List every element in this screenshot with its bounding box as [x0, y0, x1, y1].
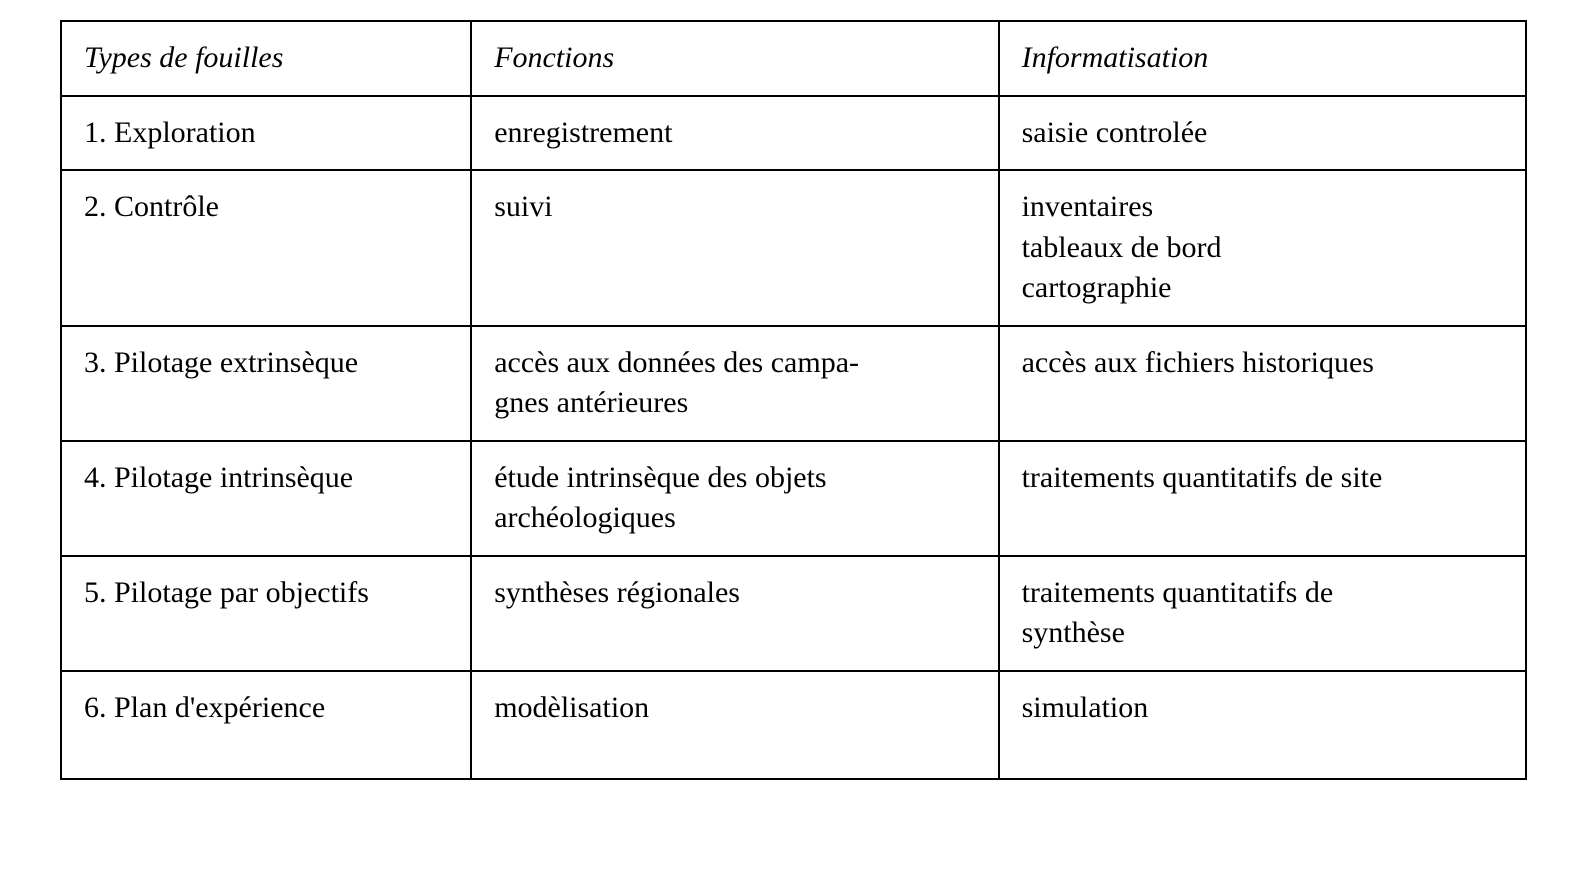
table-row: 5. Pilotage par objectifs synthèses régi…: [61, 556, 1526, 671]
header-fonctions: Fonctions: [471, 21, 998, 96]
cell-fonctions: étude intrinsèque des objets archéologiq…: [471, 441, 998, 556]
table-body: 1. Exploration enregistrement saisie con…: [61, 96, 1526, 780]
cell-types: 4. Pilotage intrinsèque: [61, 441, 471, 556]
cell-fonctions: modèlisation: [471, 671, 998, 780]
table-header: Types de fouilles Fonctions Informatisat…: [61, 21, 1526, 96]
cell-informatisation: simulation: [999, 671, 1526, 780]
cell-informatisation: saisie controlée: [999, 96, 1526, 171]
cell-fonctions: enregistrement: [471, 96, 998, 171]
header-informatisation: Informatisation: [999, 21, 1526, 96]
cell-informatisation: inventaires tableaux de bord cartographi…: [999, 170, 1526, 326]
header-row: Types de fouilles Fonctions Informatisat…: [61, 21, 1526, 96]
table-row: 3. Pilotage extrinsèque accès aux donnée…: [61, 326, 1526, 441]
cell-types: 6. Plan d'expérience: [61, 671, 471, 780]
cell-fonctions: accès aux données des campa- gnes antéri…: [471, 326, 998, 441]
cell-fonctions: synthèses régionales: [471, 556, 998, 671]
cell-fonctions: suivi: [471, 170, 998, 326]
cell-types: 5. Pilotage par objectifs: [61, 556, 471, 671]
table-row: 6. Plan d'expérience modèlisation simula…: [61, 671, 1526, 780]
fouilles-table: Types de fouilles Fonctions Informatisat…: [60, 20, 1527, 780]
cell-types: 2. Contrôle: [61, 170, 471, 326]
table-row: 1. Exploration enregistrement saisie con…: [61, 96, 1526, 171]
cell-types: 1. Exploration: [61, 96, 471, 171]
table-row: 4. Pilotage intrinsèque étude intrinsèqu…: [61, 441, 1526, 556]
cell-informatisation: accès aux fichiers historiques: [999, 326, 1526, 441]
table-wrapper: Types de fouilles Fonctions Informatisat…: [60, 20, 1527, 780]
header-types: Types de fouilles: [61, 21, 471, 96]
cell-types: 3. Pilotage extrinsèque: [61, 326, 471, 441]
cell-informatisation: traitements quantitatifs de synthèse: [999, 556, 1526, 671]
cell-informatisation: traitements quantitatifs de site: [999, 441, 1526, 556]
table-row: 2. Contrôle suivi inventaires tableaux d…: [61, 170, 1526, 326]
